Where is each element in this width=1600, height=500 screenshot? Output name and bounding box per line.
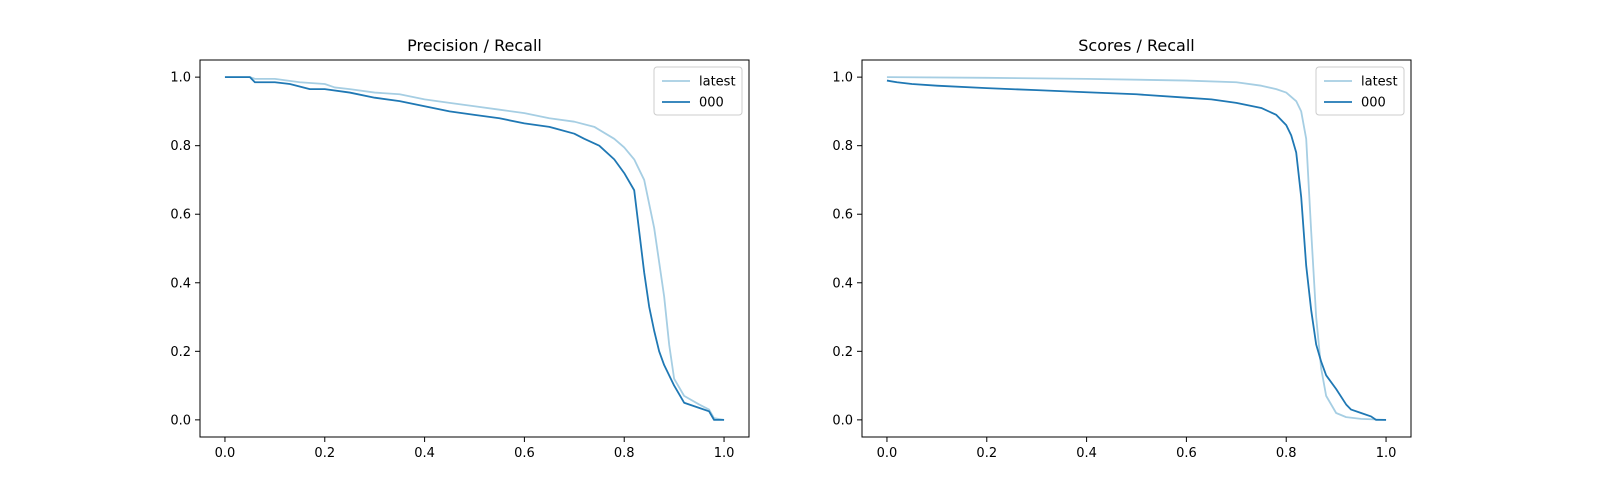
x-tick-label: 0.0	[877, 446, 898, 461]
series-line-000	[886, 79, 1387, 421]
y-tick-label: 0.0	[832, 413, 853, 428]
y-tick-label: 1.0	[170, 71, 191, 86]
y-tick-label: 0.8	[170, 139, 191, 154]
x-tick-label: 0.6	[1176, 446, 1197, 461]
x-tick-label: 0.8	[614, 446, 635, 461]
chart-title: Precision / Recall	[407, 36, 542, 55]
chart-panel-2: Scores / Recall 0.0 0.2 0.4 0.6 0.8 1.0 0.0 0.2 0…	[832, 36, 1412, 461]
chart-panel-1: Precision / Recall 0.0 0.2 0.4 0.6 0.8 1.0 0.0 0…	[170, 36, 750, 461]
series-line-000	[224, 76, 725, 421]
x-tick-label: 0.6	[514, 446, 535, 461]
series-line-latest	[886, 76, 1387, 421]
legend-label-latest: latest	[1361, 75, 1398, 90]
axes-frame	[199, 59, 750, 438]
legend-label-000: 000	[1361, 96, 1386, 111]
x-tick-label: 0.4	[1076, 446, 1097, 461]
x-tick-label: 0.8	[1276, 446, 1297, 461]
x-tick-label: 0.0	[215, 446, 236, 461]
y-tick-label: 0.4	[170, 276, 191, 291]
x-tick-label: 0.2	[976, 446, 997, 461]
y-tick-label: 1.0	[832, 71, 853, 86]
legend-label-latest: latest	[699, 75, 736, 90]
legend-box	[653, 66, 743, 116]
y-tick-label: 0.8	[832, 139, 853, 154]
y-tick-label: 0.6	[170, 208, 191, 223]
legend-label-000: 000	[699, 96, 724, 111]
x-tick-label: 1.0	[1376, 446, 1397, 461]
legend: latest 000	[1315, 66, 1405, 116]
series-line-latest	[224, 76, 725, 421]
legend-box	[1315, 66, 1405, 116]
axes-frame	[861, 59, 1412, 438]
y-tick-label: 0.4	[832, 276, 853, 291]
x-tick-label: 0.2	[314, 446, 335, 461]
x-tick-label: 1.0	[714, 446, 735, 461]
chart-title: Scores / Recall	[1078, 36, 1194, 55]
y-tick-label: 0.0	[170, 413, 191, 428]
y-tick-label: 0.2	[832, 345, 853, 360]
x-tick-label: 0.4	[414, 446, 435, 461]
legend: latest 000	[653, 66, 743, 116]
y-tick-label: 0.2	[170, 345, 191, 360]
y-tick-label: 0.6	[832, 208, 853, 223]
